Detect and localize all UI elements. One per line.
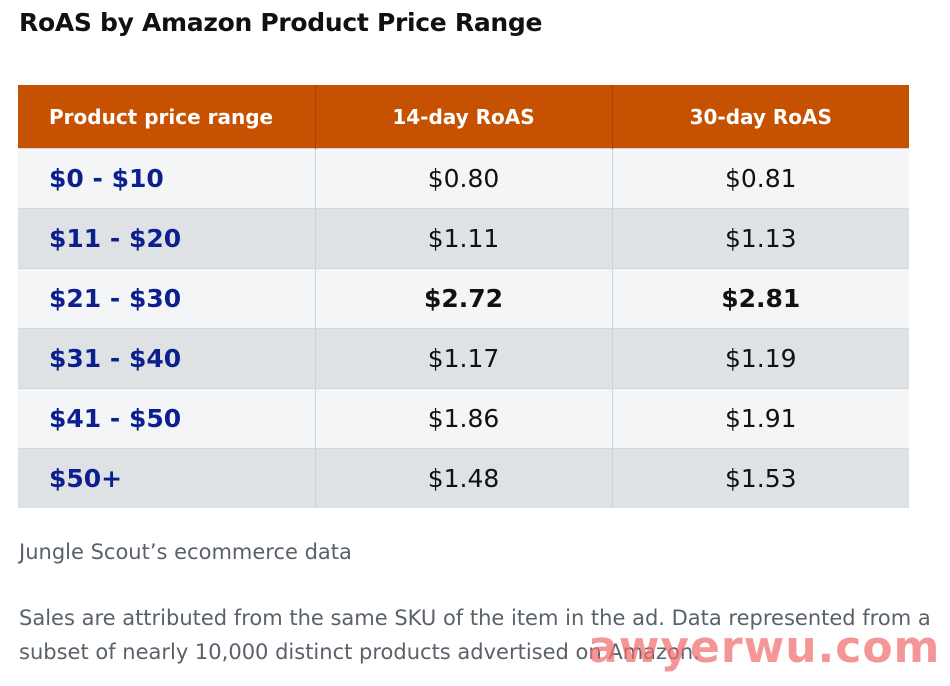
table-row: $41 - $50 $1.86 $1.91 [18, 388, 909, 449]
cell-14-day-roas: $1.48 [315, 448, 613, 508]
table-row: $31 - $40 $1.17 $1.19 [18, 328, 909, 389]
cell-price-range: $11 - $20 [18, 208, 316, 269]
table-row: $11 - $20 $1.11 $1.13 [18, 208, 909, 269]
cell-price-range: $50+ [18, 448, 316, 508]
table-row: $50+ $1.48 $1.53 [18, 448, 909, 508]
cell-30-day-roas: $2.81 [612, 268, 909, 329]
cell-14-day-roas: $2.72 [315, 268, 613, 329]
chart-title: RoAS by Amazon Product Price Range [19, 8, 543, 37]
watermark-logo: awyerwu.com [588, 622, 941, 673]
roas-table: Product price range 14-day RoAS 30-day R… [18, 85, 909, 508]
cell-30-day-roas: $0.81 [612, 148, 909, 209]
table-body: $0 - $10 $0.80 $0.81 $11 - $20 $1.11 $1.13 $21… [18, 148, 909, 508]
cell-price-range: $31 - $40 [18, 328, 316, 389]
header-14-day-roas: 14-day RoAS [315, 85, 613, 149]
cell-price-range: $21 - $30 [18, 268, 316, 329]
cell-30-day-roas: $1.13 [612, 208, 909, 269]
header-30-day-roas: 30-day RoAS [612, 85, 909, 149]
cell-30-day-roas: $1.53 [612, 448, 909, 508]
cell-14-day-roas: $1.17 [315, 328, 613, 389]
source-caption: Jungle Scout’s ecommerce data [19, 540, 352, 564]
table-row: $21 - $30 $2.72 $2.81 [18, 268, 909, 329]
cell-14-day-roas: $1.86 [315, 388, 613, 449]
attribution-note: Sales are attributed from the same SKU o… [19, 606, 931, 664]
table-row: $0 - $10 $0.80 $0.81 [18, 148, 909, 209]
cell-30-day-roas: $1.19 [612, 328, 909, 389]
cell-price-range: $41 - $50 [18, 388, 316, 449]
header-product-price-range: Product price range [18, 85, 316, 149]
table-header-row: Product price range 14-day RoAS 30-day R… [18, 85, 909, 149]
cell-30-day-roas: $1.91 [612, 388, 909, 449]
cell-14-day-roas: $0.80 [315, 148, 613, 209]
cell-14-day-roas: $1.11 [315, 208, 613, 269]
cell-price-range: $0 - $10 [18, 148, 316, 209]
